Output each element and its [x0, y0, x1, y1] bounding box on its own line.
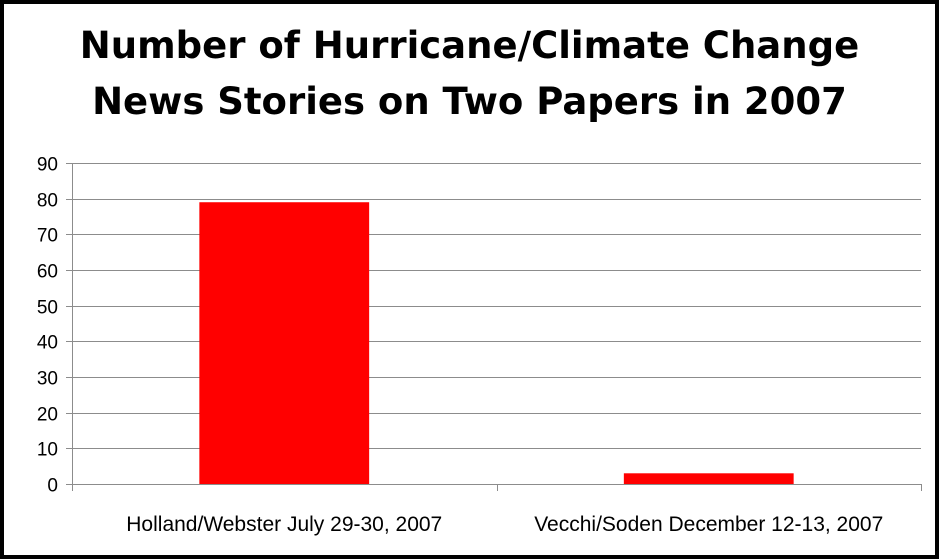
chart-title-line-2: News Stories on Two Papers in 2007 [92, 80, 847, 123]
y-tick-label: 40 [37, 333, 58, 354]
x-axis-category-labels: Holland/Webster July 29-30, 2007 Vecchi/S… [126, 513, 883, 536]
y-tick-label: 0 [47, 476, 58, 497]
y-tick-label: 10 [37, 440, 58, 461]
y-tick-label: 50 [37, 298, 58, 319]
bar [199, 202, 370, 484]
y-tick-label: 60 [37, 262, 58, 283]
y-tick-label: 70 [37, 226, 58, 247]
y-axis-tick-labels: 0 10 20 30 40 50 60 70 80 90 [37, 155, 58, 497]
axes [66, 163, 922, 491]
chart-title-line-1: Number of Hurricane/Climate Change [79, 24, 860, 67]
y-tick-label: 80 [37, 191, 58, 212]
x-category-label: Holland/Webster July 29-30, 2007 [126, 513, 442, 536]
chart-title: Number of Hurricane/Climate Change News … [0, 18, 939, 130]
y-tick-label: 30 [37, 369, 58, 390]
x-category-label: Vecchi/Soden December 12-13, 2007 [534, 513, 883, 536]
y-tick-label: 90 [37, 155, 58, 176]
bars [199, 202, 794, 484]
bar [623, 473, 794, 484]
y-tick-label: 20 [37, 405, 58, 426]
